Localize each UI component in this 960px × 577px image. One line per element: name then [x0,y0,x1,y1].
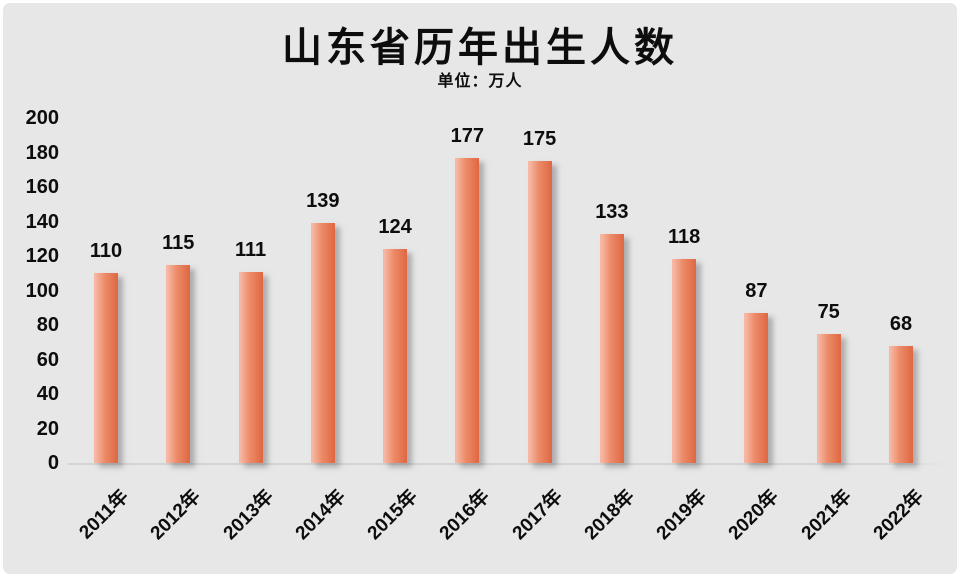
y-axis-tick-label: 0 [47,452,59,474]
bar-2013年 [238,271,263,463]
bar-value-label: 111 [234,238,267,261]
y-axis-tick-label: 160 [25,176,59,198]
chart-subtitle: 单位：万人 [437,73,523,90]
bar-value-label: 177 [450,124,485,147]
bar-value-label: 124 [378,216,412,239]
bar-value-label: 139 [306,190,340,213]
plot-area: 0 20 40 60 80 100 120 140 160 180 200 110 2011年 115 20… [3,3,957,574]
bar-value-label: 133 [595,200,629,223]
bar-2020年 [744,312,769,463]
bar-value-label: 68 [889,312,913,335]
y-axis-tick-label: 120 [25,245,59,267]
chart-title: 山东省历年出生人数 [282,26,678,70]
y-axis-tick-label: 100 [25,279,59,302]
bar-value-label: 110 [89,240,123,263]
bar-2021年 [816,333,841,463]
bar-2017年 [527,161,552,463]
bar-2022年 [888,345,913,463]
y-axis-tick-label: 180 [25,141,59,164]
y-axis-tick-label: 80 [36,314,59,336]
bar-2011年 [94,273,118,463]
y-axis-tick-label: 140 [25,210,59,233]
bar-value-label: 75 [817,300,840,323]
y-axis-tick-label: 60 [36,348,59,371]
bar-2018年 [599,233,624,463]
bar-2019年 [672,259,697,463]
bar-value-label: 175 [522,128,557,151]
bar-2012年 [166,264,191,463]
bar-2014年 [310,223,335,463]
x-axis-line [68,463,948,465]
bar-2016年 [455,157,480,463]
y-axis-tick-label: 20 [36,417,59,440]
y-axis-tick-label: 200 [25,107,59,129]
bar-value-label: 87 [745,279,768,302]
y-axis-tick-label: 40 [36,383,59,405]
bar-value-label: 115 [162,231,195,254]
bar-2015年 [383,249,408,463]
bar-value-label: 118 [668,226,701,249]
